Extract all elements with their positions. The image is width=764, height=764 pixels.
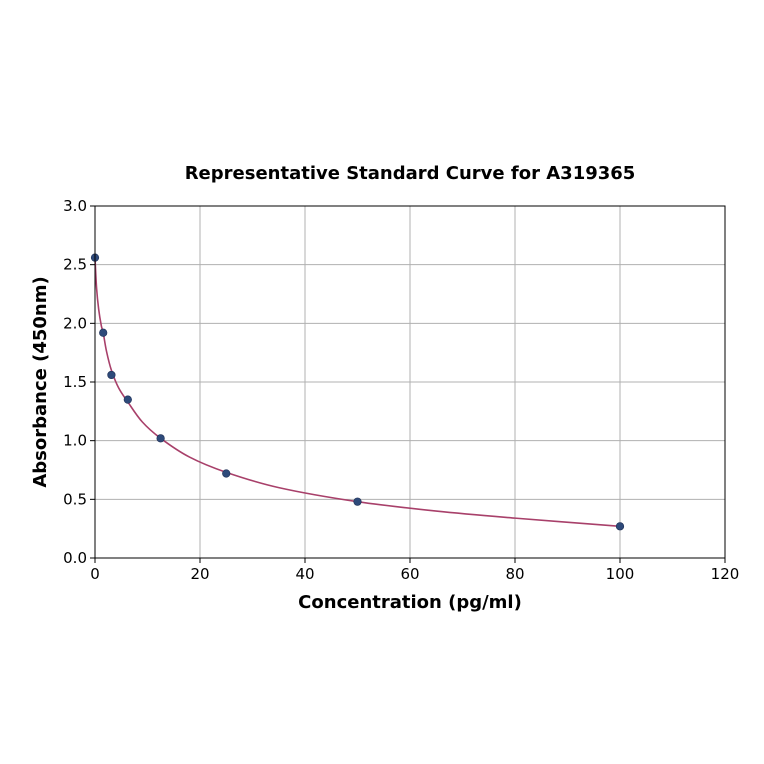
- tick-layer: 0 20 40 60 80 100 120 0.0 0.5 1.0 1.5 2.0 2.5 3.0: [63, 197, 739, 583]
- chart-title: Representative Standard Curve for A31936…: [185, 163, 636, 184]
- y-tick-label: 1.0: [63, 432, 87, 450]
- x-tick-label: 80: [505, 565, 524, 583]
- x-tick-label: 60: [400, 565, 419, 583]
- y-tick-label: 2.5: [63, 256, 87, 274]
- x-tick-label: 100: [606, 565, 635, 583]
- data-point: [107, 370, 116, 380]
- y-tick-label: 0.0: [63, 549, 87, 567]
- data-point: [156, 434, 165, 443]
- data-point: [99, 328, 108, 337]
- y-tick-label: 0.5: [63, 490, 87, 508]
- x-tick-label: 120: [711, 565, 740, 583]
- y-tick-label: 1.5: [63, 373, 87, 391]
- grid-layer: [94, 205, 726, 559]
- y-axis-label: Absorbance (450nm): [30, 276, 51, 487]
- x-tick-label: 0: [90, 565, 100, 583]
- data-point: [222, 469, 231, 478]
- fit-curve-line: [94, 257, 621, 528]
- curve-layer: [94, 257, 621, 528]
- x-tick-label: 40: [295, 565, 314, 583]
- x-axis-label: Concentration (pg/ml): [298, 592, 522, 613]
- y-tick-label: 3.0: [63, 197, 87, 215]
- x-tick-label: 20: [190, 565, 209, 583]
- data-point: [615, 522, 625, 531]
- data-point: [123, 395, 132, 404]
- points-layer: [90, 253, 625, 531]
- y-tick-label: 2.0: [63, 314, 87, 332]
- data-point: [353, 497, 362, 506]
